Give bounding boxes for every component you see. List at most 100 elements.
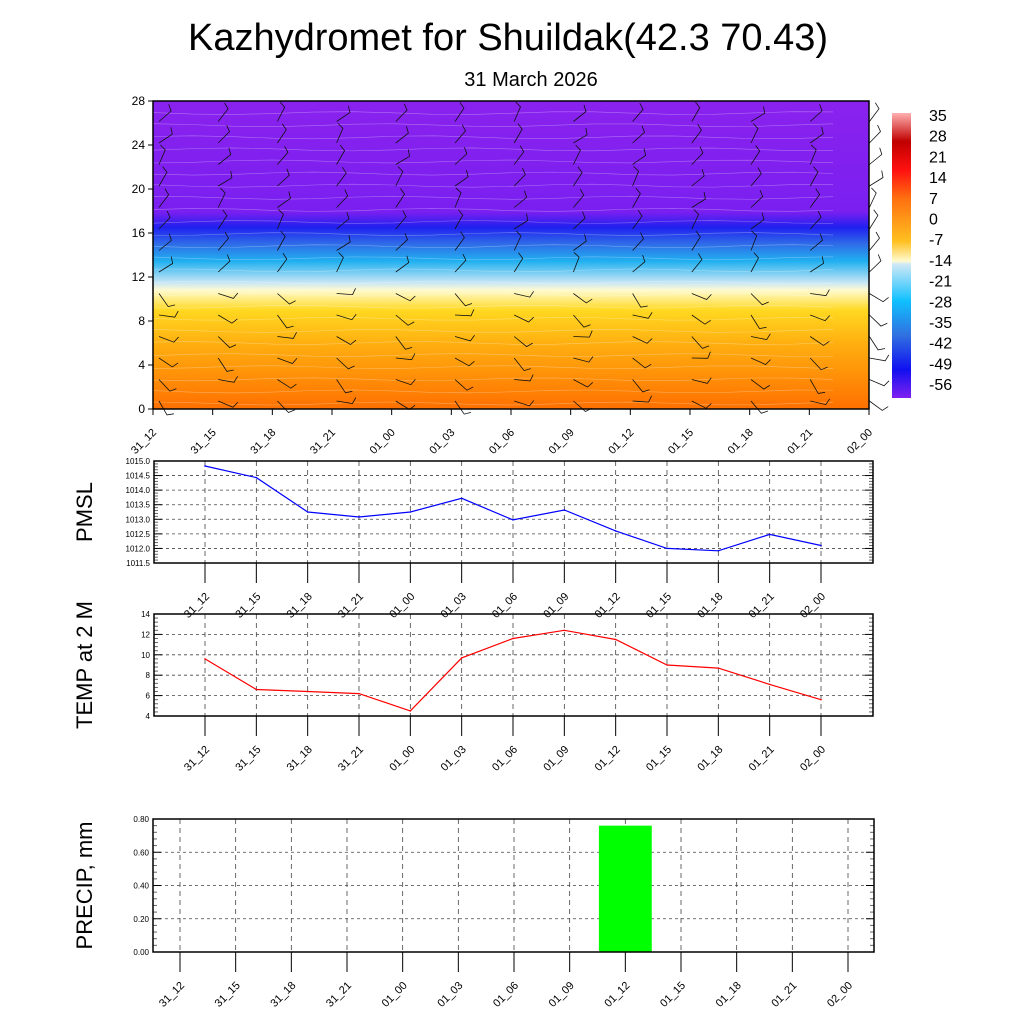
x-tick-label: 31_15 [233, 591, 263, 621]
wind-barb [395, 336, 413, 350]
x-tick-label: 01_09 [541, 591, 571, 621]
colorbar-label: 35 [929, 108, 947, 125]
wind-barb [395, 166, 404, 187]
wind-barb [277, 400, 296, 413]
wind-barb [277, 314, 294, 329]
x-tick-label: 31_15 [189, 427, 219, 457]
temp-panel: 4 6 8 10 12 14 31_12 31_15 31_18 31_21 01_00 01_03 0… [72, 601, 874, 774]
wind-barb [809, 104, 823, 122]
contour-line [152, 329, 834, 333]
x-tick-label: 31_15 [233, 744, 263, 774]
x-tick-label: 01_15 [658, 980, 688, 1010]
wind-barb [336, 336, 357, 345]
data-point [717, 549, 720, 552]
wind-barb [691, 192, 706, 208]
wind-barb [809, 379, 826, 394]
wind-barb [632, 293, 648, 308]
wind-barb [217, 254, 231, 273]
data-point [563, 629, 566, 632]
wind-barb [632, 395, 652, 403]
wind-barb [158, 166, 168, 187]
colorbar-label: -42 [929, 336, 952, 353]
wind-barb [632, 125, 645, 144]
plot-frame [153, 613, 874, 717]
wind-barb [513, 167, 526, 187]
wind-barb [336, 252, 344, 273]
y-tick-label: 8 [146, 671, 151, 680]
y-tick-label: 12 [141, 630, 150, 639]
wind-barb [218, 376, 238, 383]
wind-barb [691, 336, 710, 349]
wind-barb [691, 169, 705, 187]
y-tick-label: 1013.5 [126, 501, 151, 510]
y-tick-label: 0.00 [133, 948, 149, 957]
wind-barb [513, 213, 529, 230]
wind-barb [514, 291, 535, 298]
wind-barb [573, 144, 581, 165]
x-tick-label: 31_21 [336, 591, 366, 621]
x-tick-label: 31_21 [336, 744, 366, 774]
contour-line [152, 232, 834, 236]
wind-barb [573, 379, 594, 388]
x-tick-label: 02_00 [825, 980, 855, 1010]
wind-barb [573, 356, 594, 363]
colorbar-label: 14 [929, 170, 947, 187]
x-tick-label: 31_21 [308, 427, 338, 457]
wind-barb [750, 145, 761, 165]
data-point [255, 476, 258, 479]
x-tick-label: 31_12 [129, 427, 159, 457]
y-tick-label: 28 [132, 94, 146, 108]
y-tick-label: 1012.0 [126, 544, 151, 553]
contour-line [152, 244, 834, 249]
wind-barb [336, 357, 355, 370]
wind-barb [809, 126, 824, 144]
wind-barb [277, 332, 297, 339]
contour-line [152, 135, 834, 140]
wind-barb [750, 189, 764, 208]
colorbar-label: -21 [929, 274, 952, 291]
wind-barb [632, 166, 640, 187]
wind-barb [217, 357, 234, 372]
wind-barb [158, 400, 174, 416]
contour-line [152, 377, 834, 382]
wind-barb [869, 336, 886, 351]
contour-line [152, 292, 834, 297]
wind-barb [750, 333, 771, 341]
wind-barb [869, 102, 880, 122]
y-tick-label: 0 [138, 402, 145, 416]
wind-barb [454, 169, 469, 187]
wind-barb [869, 379, 890, 387]
wind-barb [573, 293, 593, 304]
x-tick-label: 01_15 [666, 427, 696, 457]
wind-barb [336, 313, 357, 321]
data-point [717, 667, 720, 669]
wind-barb [691, 293, 712, 300]
wind-barb [632, 187, 641, 208]
wind-barb [513, 357, 531, 372]
y-axis-label: TEMP at 2 M [72, 601, 97, 729]
x-tick-label: 01_21 [769, 980, 799, 1010]
wind-barb [750, 400, 769, 414]
wind-barb [454, 102, 465, 122]
wind-barb [750, 123, 759, 144]
wind-barb [869, 124, 881, 144]
colorbar-label: 28 [929, 129, 947, 146]
wind-barb [158, 336, 179, 343]
data-point [563, 509, 566, 511]
wind-barb [691, 314, 711, 325]
wind-barb [217, 125, 230, 144]
wind-barb [158, 210, 171, 230]
wind-barb [691, 377, 712, 384]
wind-barb [573, 127, 588, 144]
y-tick-label: 24 [132, 138, 146, 152]
wind-barb [809, 210, 822, 230]
wind-barb [277, 101, 286, 122]
wind-barb [513, 252, 524, 273]
wind-barb [750, 357, 771, 365]
wind-barb [217, 170, 233, 187]
wind-barb [514, 314, 534, 323]
contour-line [152, 123, 834, 127]
x-tick-label: 02_00 [845, 427, 875, 457]
wind-barb [573, 314, 591, 328]
wind-barb [395, 103, 408, 122]
